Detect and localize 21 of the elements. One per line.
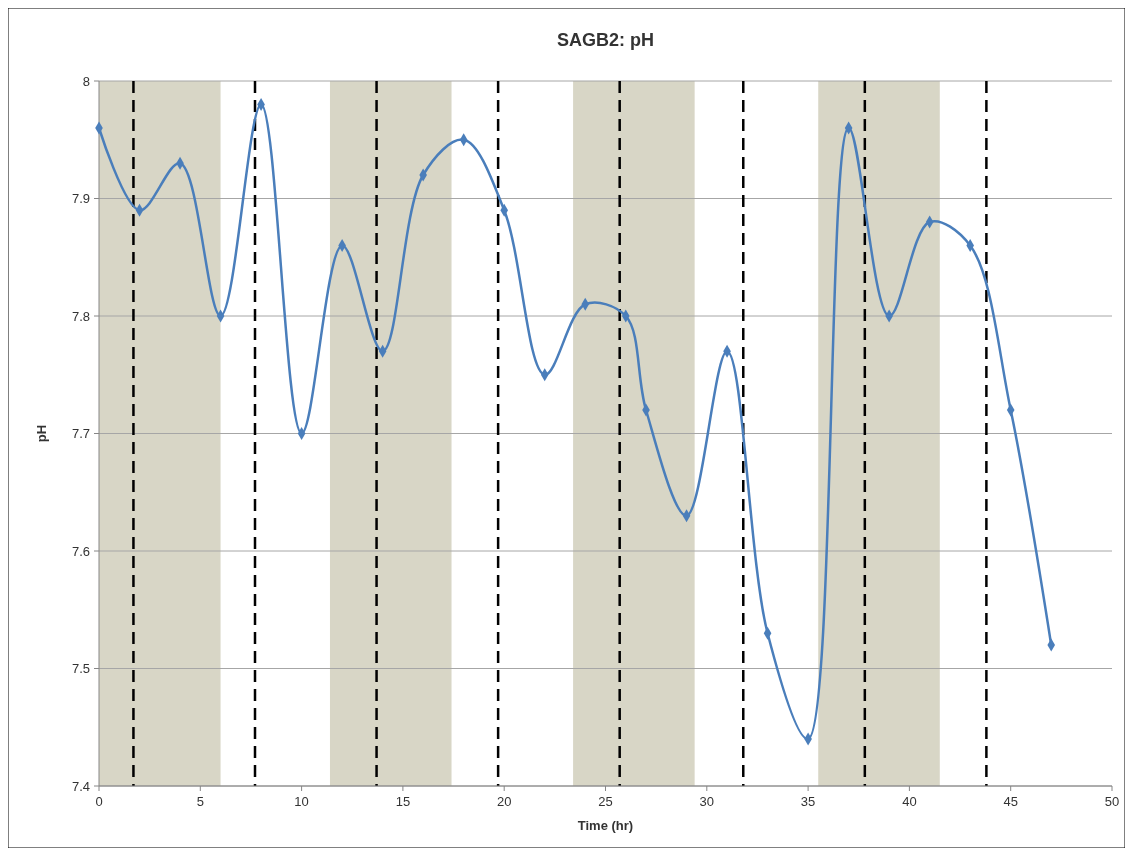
x-tick-label: 50 [1104, 794, 1120, 809]
x-tick-label: 40 [902, 794, 917, 809]
y-tick-label: 7.5 [71, 661, 90, 676]
x-tick-label: 25 [598, 794, 613, 809]
x-tick-label: 5 [196, 794, 204, 809]
y-axis-title: pH [34, 424, 49, 443]
y-tick-label: 7.7 [71, 426, 90, 441]
y-tick-label: 7.9 [71, 191, 90, 206]
x-tick-label: 10 [294, 794, 309, 809]
y-tick-label: 7.6 [71, 543, 90, 559]
y-tick-label: 7.8 [71, 308, 90, 324]
x-tick-label: 45 [1003, 794, 1018, 809]
x-tick-label: 35 [800, 794, 816, 809]
x-tick-label: 15 [395, 794, 411, 809]
chart-title: SAGB2: pH [556, 30, 655, 50]
y-tick-label: 7.4 [71, 778, 90, 794]
x-tick-label: 20 [496, 794, 512, 809]
x-tick-label: 0 [95, 794, 103, 809]
y-tick-label: 8 [82, 73, 90, 89]
x-tick-label: 30 [699, 794, 715, 809]
x-axis-title: Time (hr) [577, 818, 634, 833]
